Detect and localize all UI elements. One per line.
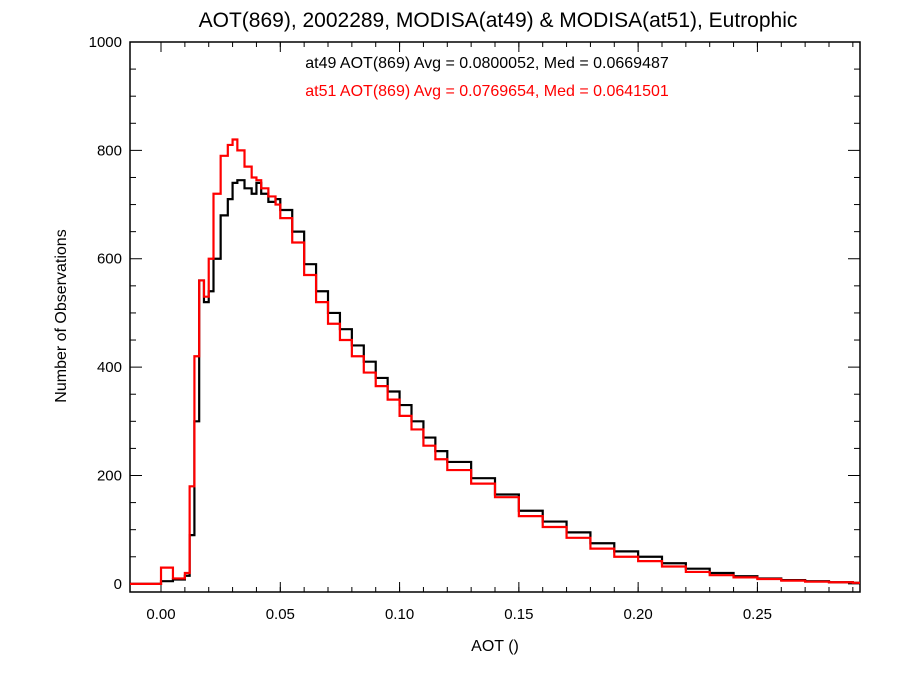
stats-annotation-at49: at49 AOT(869) Avg = 0.0800052, Med = 0.0… (305, 55, 669, 72)
x-tick-label: 0.10 (385, 606, 414, 623)
x-tick-label: 0.05 (266, 606, 295, 623)
x-axis-label: AOT () (471, 638, 519, 655)
y-tick-label: 1000 (89, 34, 122, 51)
plot-frame (129, 41, 861, 593)
y-tick-label: 800 (97, 142, 122, 159)
series-layer (130, 138, 860, 585)
y-tick-label: 0 (114, 576, 122, 593)
x-tick-label: 0.00 (146, 606, 175, 623)
series-line-0 (130, 179, 860, 585)
series-line-1 (130, 138, 860, 585)
chart-title: AOT(869), 2002289, MODISA(at49) & MODISA… (199, 9, 798, 32)
axis-ticks: 0.00 0.05 0.10 0.15 0.20 0.25 0 200 400 600 800 100… (89, 34, 860, 623)
y-tick-label: 400 (97, 359, 122, 376)
x-tick-label: 0.25 (743, 606, 772, 623)
x-tick-label: 0.15 (504, 606, 533, 623)
stats-annotation-at51: at51 AOT(869) Avg = 0.0769654, Med = 0.0… (305, 83, 669, 100)
y-axis-label: Number of Observations (53, 229, 70, 402)
y-tick-label: 200 (97, 467, 122, 484)
x-tick-label: 0.20 (624, 606, 653, 623)
y-tick-label: 600 (97, 251, 122, 268)
